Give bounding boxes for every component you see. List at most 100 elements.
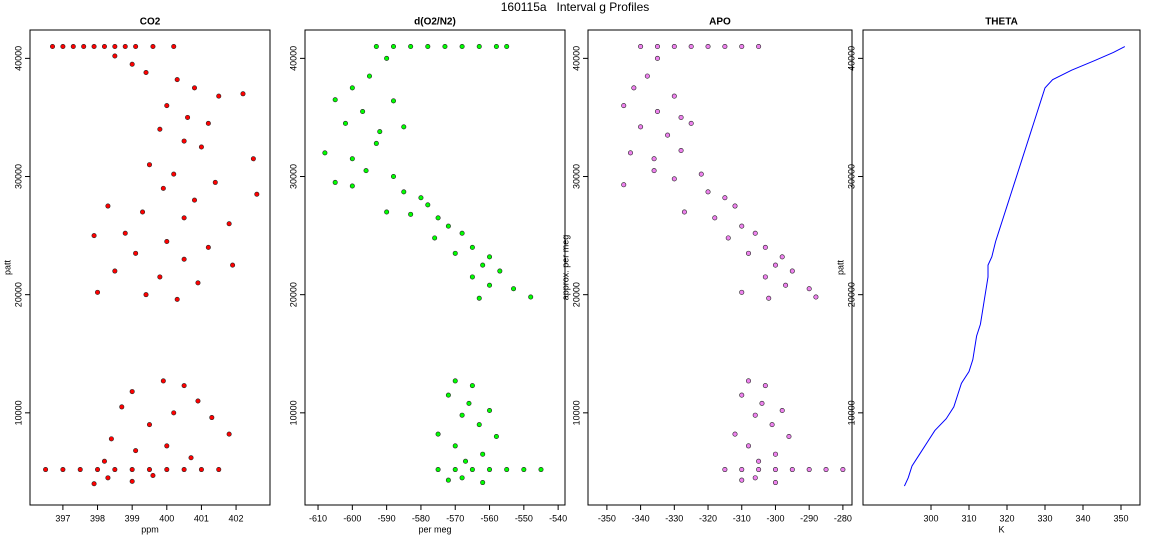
data-point <box>459 475 465 481</box>
data-point <box>230 262 236 268</box>
data-point <box>459 230 465 236</box>
data-point <box>91 481 97 487</box>
data-point <box>442 44 448 50</box>
x-tick-label: -540 <box>549 513 567 523</box>
data-point <box>469 274 475 280</box>
data-point <box>418 195 424 201</box>
data-point <box>181 467 187 473</box>
data-point <box>171 410 177 416</box>
data-point <box>752 475 758 481</box>
data-point <box>779 254 785 260</box>
data-point <box>157 274 163 280</box>
y-tick-label: 10000 <box>13 400 23 425</box>
data-point <box>759 400 765 406</box>
data-point <box>129 389 135 395</box>
data-point <box>435 215 441 221</box>
data-point <box>445 392 451 398</box>
data-point <box>192 197 198 203</box>
data-point <box>205 244 211 250</box>
data-point <box>77 467 83 473</box>
y-tick-label: 40000 <box>846 46 856 71</box>
data-point <box>452 443 458 449</box>
data-point <box>756 467 762 473</box>
x-tick-label: -340 <box>632 513 650 523</box>
data-point <box>112 467 118 473</box>
y-tick-label: 30000 <box>288 164 298 189</box>
data-point <box>81 44 87 50</box>
panel-title: d(O2/N2) <box>414 17 456 28</box>
data-point <box>143 70 149 76</box>
data-point <box>772 467 778 473</box>
data-point <box>762 244 768 250</box>
data-point <box>671 44 677 50</box>
data-point <box>678 148 684 154</box>
data-point <box>644 73 650 79</box>
data-point <box>469 383 475 389</box>
x-tick-label: 300 <box>923 513 938 523</box>
data-point <box>528 294 534 300</box>
data-point <box>174 296 180 302</box>
data-point <box>435 431 441 437</box>
data-point <box>122 44 128 50</box>
data-point <box>789 467 795 473</box>
data-point <box>722 195 728 201</box>
y-tick-label: 10000 <box>846 400 856 425</box>
data-point <box>638 124 644 130</box>
data-point <box>487 467 493 473</box>
x-tick-label: 350 <box>1113 513 1128 523</box>
data-point <box>654 109 660 115</box>
data-point <box>469 244 475 250</box>
data-point <box>209 415 215 421</box>
data-point <box>681 209 687 215</box>
y-tick-label: 10000 <box>571 400 581 425</box>
data-point <box>373 140 379 146</box>
data-point <box>732 431 738 437</box>
y-tick-label: 20000 <box>846 282 856 307</box>
data-point <box>195 398 201 404</box>
panel-title: APO <box>709 17 731 28</box>
data-point <box>140 209 146 215</box>
x-tick-label: 397 <box>55 513 70 523</box>
data-point <box>360 109 366 115</box>
data-point <box>476 44 482 50</box>
y-tick-label: 40000 <box>13 46 23 71</box>
data-point <box>129 478 135 484</box>
data-point <box>752 412 758 418</box>
x-tick-label: 330 <box>1037 513 1052 523</box>
data-point <box>332 179 338 185</box>
x-tick-label: 401 <box>194 513 209 523</box>
panel-title: CO2 <box>140 17 161 28</box>
data-point <box>772 262 778 268</box>
x-tick-label: -300 <box>766 513 784 523</box>
data-point <box>493 44 499 50</box>
x-tick-label: -320 <box>699 513 717 523</box>
data-point <box>638 44 644 50</box>
data-point <box>756 458 762 464</box>
data-point <box>452 250 458 256</box>
data-point <box>469 467 475 473</box>
data-point <box>205 120 211 126</box>
data-point <box>91 44 97 50</box>
plot-frame <box>304 29 566 506</box>
x-tick-label: -330 <box>665 513 683 523</box>
data-point <box>332 97 338 103</box>
data-point <box>504 44 510 50</box>
data-point <box>621 182 627 188</box>
data-point <box>349 85 355 91</box>
data-point <box>705 189 711 195</box>
data-point <box>538 467 544 473</box>
data-point <box>408 211 414 217</box>
data-point <box>752 230 758 236</box>
data-point <box>789 268 795 274</box>
x-tick-label: -580 <box>412 513 430 523</box>
data-point <box>722 467 728 473</box>
x-tick-label: 402 <box>229 513 244 523</box>
y-tick-label: 40000 <box>288 46 298 71</box>
data-point <box>401 124 407 130</box>
data-point <box>425 44 431 50</box>
x-tick-label: -570 <box>446 513 464 523</box>
data-point <box>493 433 499 439</box>
x-axis-label: K <box>998 524 1004 534</box>
data-point <box>671 176 677 182</box>
